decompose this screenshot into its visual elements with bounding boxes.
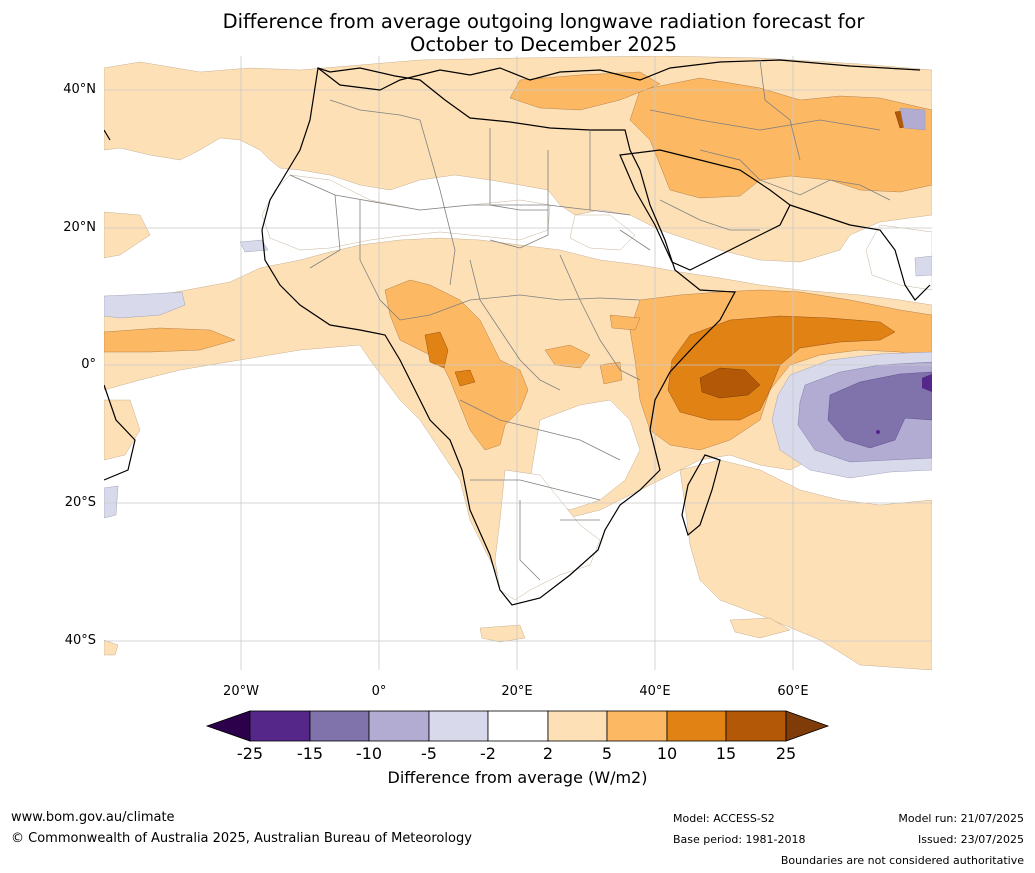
colorbar-segment-minus5 xyxy=(428,710,489,742)
lat-label-0: 0° xyxy=(81,357,96,372)
map-title-line2: October to December 2025 xyxy=(410,33,677,56)
lat-label-20s: 20°S xyxy=(64,495,96,510)
near-average-regions xyxy=(261,174,932,601)
colorbar-tick: -10 xyxy=(355,744,383,763)
colorbar-tick: 25 xyxy=(775,744,797,763)
lon-label-20e: 20°E xyxy=(501,684,533,699)
colorbar-tick: -5 xyxy=(421,744,437,763)
footer-disclaimer: Boundaries are not considered authoritat… xyxy=(780,854,1024,867)
footer-url[interactable]: www.bom.gov.au/climate xyxy=(11,810,175,825)
olr-anomaly-map xyxy=(104,56,932,670)
colorbar-tick: 15 xyxy=(715,744,737,763)
footer-issued: Issued: 23/07/2025 xyxy=(917,833,1024,846)
colorbar-segment-minus25 xyxy=(249,710,311,742)
lon-label-0: 0° xyxy=(371,684,387,699)
lon-label-40e: 40°E xyxy=(639,684,671,699)
footer-model-run: Model run: 21/07/2025 xyxy=(898,812,1024,825)
footer-base-period: Base period: 1981-2018 xyxy=(673,833,806,846)
colorbar-tick: -15 xyxy=(296,744,324,763)
colorbar-title: Difference from average (W/m2) xyxy=(387,768,648,787)
lat-label-40n: 40°N xyxy=(63,82,96,97)
colorbar-segment-2 xyxy=(547,710,608,742)
colorbar-tick: 2 xyxy=(542,744,554,763)
colorbar xyxy=(205,710,830,742)
lat-label-40s: 40°S xyxy=(64,633,96,648)
footer-copyright: © Commonwealth of Australia 2025, Austra… xyxy=(11,831,472,846)
colorbar-over-triangle xyxy=(785,710,830,742)
colorbar-under-triangle xyxy=(205,710,251,742)
colorbar-tick: 10 xyxy=(656,744,678,763)
colorbar-segment-10 xyxy=(666,710,727,742)
lon-label-20w: 20°W xyxy=(223,684,259,699)
lat-label-20n: 20°N xyxy=(63,220,96,235)
colorbar-segment-minus10 xyxy=(368,710,430,742)
anomaly-minus25-to-minus15-regions xyxy=(876,374,932,434)
colorbar-tick: 5 xyxy=(601,744,613,763)
colorbar-segment-15 xyxy=(725,710,787,742)
colorbar-segment-5 xyxy=(606,710,668,742)
map-title: Difference from average outgoing longwav… xyxy=(0,10,1035,56)
graticule xyxy=(104,56,932,670)
colorbar-tick: -25 xyxy=(236,744,264,763)
coastlines xyxy=(104,59,931,606)
colorbar-tick: -2 xyxy=(480,744,496,763)
colorbar-segment-minus15 xyxy=(309,710,370,742)
country-borders xyxy=(289,59,891,581)
map-title-line1: Difference from average outgoing longwav… xyxy=(222,10,865,33)
anomaly-minus15-to-minus10-regions xyxy=(827,371,932,449)
lon-label-60e: 60°E xyxy=(777,684,809,699)
colorbar-segment-minus2 xyxy=(487,710,549,742)
footer-model: Model: ACCESS-S2 xyxy=(673,812,775,825)
